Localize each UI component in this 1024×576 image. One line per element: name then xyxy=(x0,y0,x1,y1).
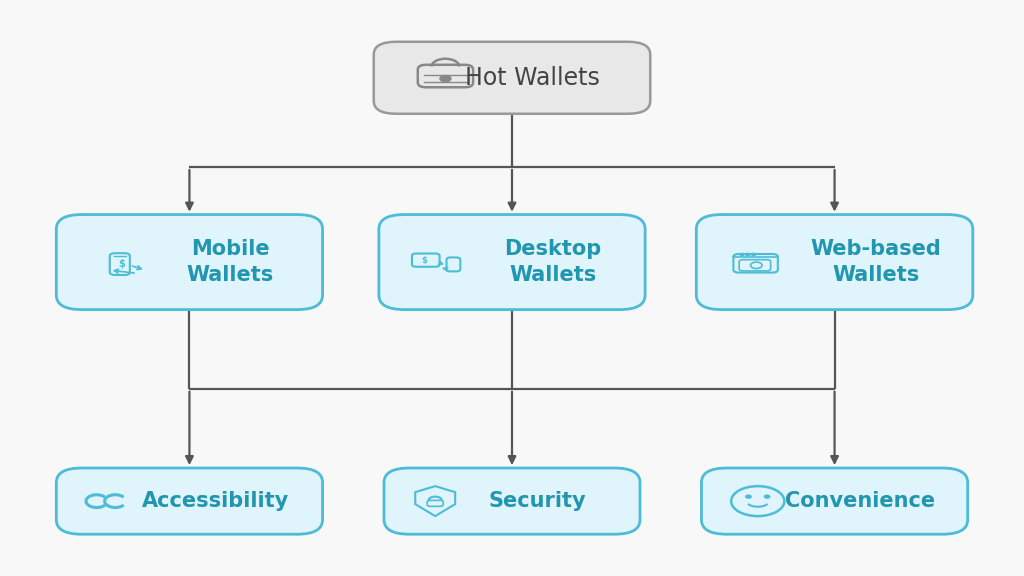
FancyBboxPatch shape xyxy=(701,468,968,535)
Circle shape xyxy=(752,253,756,256)
FancyBboxPatch shape xyxy=(418,65,473,88)
FancyBboxPatch shape xyxy=(696,214,973,310)
Text: Accessibility: Accessibility xyxy=(141,491,289,511)
FancyBboxPatch shape xyxy=(379,214,645,310)
FancyBboxPatch shape xyxy=(427,501,443,506)
Circle shape xyxy=(740,253,744,256)
Text: Security: Security xyxy=(488,491,587,511)
Text: Hot Wallets: Hot Wallets xyxy=(465,66,600,90)
FancyBboxPatch shape xyxy=(374,42,650,114)
Circle shape xyxy=(745,253,750,256)
FancyBboxPatch shape xyxy=(384,468,640,535)
FancyBboxPatch shape xyxy=(733,254,778,272)
Circle shape xyxy=(440,75,451,82)
Polygon shape xyxy=(416,486,455,516)
Text: Mobile
Wallets: Mobile Wallets xyxy=(186,239,274,285)
Circle shape xyxy=(745,495,752,498)
Text: $: $ xyxy=(422,256,427,265)
Circle shape xyxy=(764,495,770,498)
FancyBboxPatch shape xyxy=(56,214,323,310)
Text: Convenience: Convenience xyxy=(785,491,935,511)
FancyBboxPatch shape xyxy=(446,257,461,271)
FancyBboxPatch shape xyxy=(412,253,439,267)
Text: Web-based
Wallets: Web-based Wallets xyxy=(810,239,941,285)
FancyBboxPatch shape xyxy=(110,253,130,275)
Text: $: $ xyxy=(118,259,125,268)
FancyBboxPatch shape xyxy=(739,260,771,271)
FancyBboxPatch shape xyxy=(56,468,323,535)
Text: Desktop
Wallets: Desktop Wallets xyxy=(505,239,601,285)
